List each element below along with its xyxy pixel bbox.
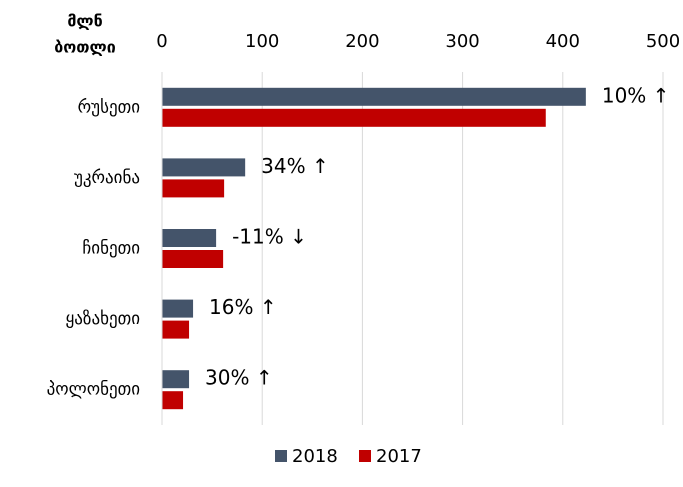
x-tick-label: 400 (546, 31, 580, 52)
legend-swatch (275, 450, 287, 462)
annotation: 10% ↑ (602, 83, 670, 107)
bar (162, 391, 184, 410)
x-tick-label: 100 (245, 31, 279, 52)
x-tick-label: 200 (345, 31, 379, 52)
bar (162, 370, 190, 389)
bar (162, 179, 225, 198)
axis-title: ბოთლი (54, 38, 116, 57)
category-label: ჩინეთი (82, 239, 140, 259)
x-tick-label: 0 (156, 31, 167, 52)
legend-label: 2018 (292, 446, 338, 467)
category-label: რუსეთი (78, 97, 140, 117)
bar (162, 108, 546, 127)
bar (162, 158, 246, 177)
annotation: 30% ↑ (205, 366, 273, 390)
category-label: უკრაინა (74, 168, 140, 188)
axis-title: მლნ (67, 12, 102, 31)
legend-label: 2017 (376, 446, 422, 467)
annotation: 16% ↑ (209, 295, 277, 319)
bar (162, 299, 194, 318)
bar (162, 87, 586, 106)
annotation: -11% ↓ (232, 225, 307, 249)
bar (162, 229, 217, 247)
legend-swatch (359, 450, 371, 462)
x-tick-label: 300 (445, 31, 479, 52)
annotation: 34% ↑ (261, 154, 329, 178)
x-tick-label: 500 (646, 31, 680, 52)
bar (162, 250, 224, 268)
category-label: პოლონეთი (47, 380, 140, 400)
category-label: ყაზახეთი (66, 309, 141, 329)
bar (162, 320, 190, 339)
